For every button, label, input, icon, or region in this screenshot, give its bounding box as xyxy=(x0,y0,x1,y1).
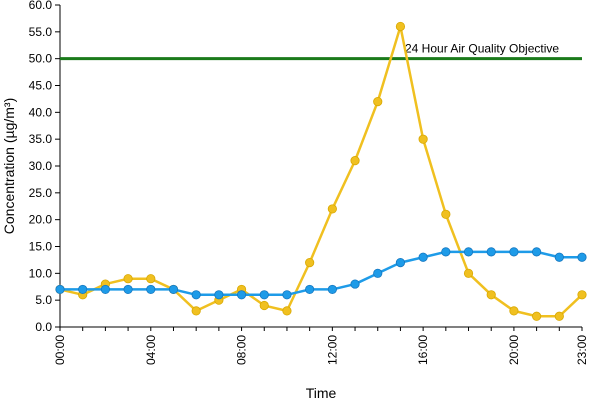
series-2-point xyxy=(146,284,156,295)
series-1-point xyxy=(463,268,474,278)
y-tick-label: 10.0 xyxy=(29,266,53,280)
series-1-point xyxy=(191,306,201,316)
series-2-point xyxy=(123,284,133,295)
x-tick-label: 20:00 xyxy=(507,335,521,365)
series-1-line xyxy=(58,25,584,318)
series-2-point xyxy=(554,252,564,262)
series-2-point xyxy=(577,252,587,262)
series-2-point xyxy=(509,247,519,257)
series-layer xyxy=(55,21,587,321)
series-1-point xyxy=(146,274,156,284)
series-1-point xyxy=(554,311,564,321)
series-2-point xyxy=(55,284,65,295)
series-1-point xyxy=(441,209,451,219)
series-2-point xyxy=(168,284,179,295)
series-2-point xyxy=(282,290,292,300)
series-2-point xyxy=(327,284,337,295)
series-2-point xyxy=(350,279,360,289)
x-tick-label: 16:00 xyxy=(416,335,430,365)
y-tick-label: 5.0 xyxy=(35,293,52,307)
series-2-point xyxy=(305,284,315,295)
series-1-point xyxy=(577,290,587,300)
y-tick-label: 0.0 xyxy=(35,320,52,334)
series-2-point xyxy=(486,247,496,257)
y-tick-label: 30.0 xyxy=(29,159,53,173)
series-1-point xyxy=(418,134,428,144)
series-1-point xyxy=(532,311,542,321)
y-tick-label: 55.0 xyxy=(29,25,53,39)
series-2-point xyxy=(214,290,224,300)
series-1-point xyxy=(123,274,133,284)
series-2-point xyxy=(418,252,428,262)
y-tick-label: 45.0 xyxy=(29,79,53,93)
series-2-point xyxy=(463,247,474,257)
air-quality-objective-label: 24 Hour Air Quality Objective xyxy=(405,42,559,56)
series-1-point xyxy=(395,21,406,32)
y-axis-title: Concentration (µg/m³) xyxy=(1,98,17,234)
series-2-point xyxy=(532,247,542,257)
series-1-point xyxy=(282,306,292,316)
series-1-point xyxy=(350,156,360,166)
x-tick-label: 04:00 xyxy=(144,335,158,365)
series-2-point xyxy=(373,268,383,278)
series-2-line xyxy=(58,250,584,297)
x-tick-label: 23:00 xyxy=(575,335,589,365)
x-tick-label: 12:00 xyxy=(325,335,339,365)
x-axis-title: Time xyxy=(306,385,337,400)
series-1-point xyxy=(486,290,496,300)
series-2-point xyxy=(441,247,451,257)
reference-line-group: 24 Hour Air Quality Objective xyxy=(60,42,582,61)
y-tick-label: 60.0 xyxy=(29,0,53,12)
plot-area: 0.0 5.0 10.0 15.0 20.0 25.0 30.0 35.0 40.0 45.0 50… xyxy=(29,0,589,365)
series-1-point xyxy=(373,97,383,107)
series-2-point xyxy=(191,290,201,300)
series-2-point xyxy=(259,290,269,300)
series-2-point xyxy=(78,284,88,295)
series-2-point xyxy=(395,257,406,268)
x-tick-label: 00:00 xyxy=(53,335,67,365)
series-1-point xyxy=(327,204,337,214)
y-tick-label: 50.0 xyxy=(29,52,53,66)
y-tick-label: 20.0 xyxy=(29,213,53,227)
series-1-point xyxy=(259,300,269,311)
y-axis-ticks: 0.0 5.0 10.0 15.0 20.0 25.0 30.0 35.0 40.0 45.0 50… xyxy=(29,0,60,334)
series-1-point xyxy=(305,257,315,268)
series-2-point xyxy=(100,284,110,295)
x-axis-ticks: 00:00 04:00 08:00 12:00 16:00 20:00 23:00 xyxy=(53,327,589,365)
x-tick-label: 08:00 xyxy=(235,335,249,365)
y-tick-label: 40.0 xyxy=(29,105,53,119)
y-tick-label: 25.0 xyxy=(29,186,53,200)
series-2-point xyxy=(236,290,247,300)
y-tick-label: 15.0 xyxy=(29,240,53,254)
y-tick-label: 35.0 xyxy=(29,132,53,146)
series-1-point xyxy=(509,306,519,316)
